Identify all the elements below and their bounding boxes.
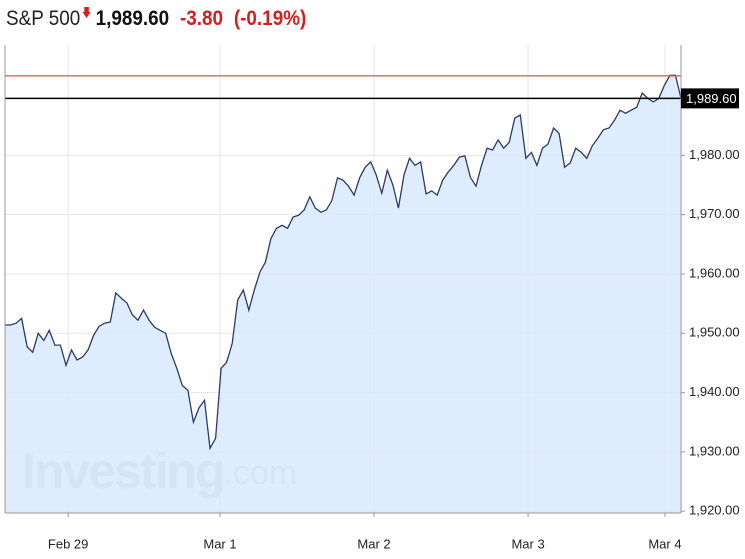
y-tick-label: 1,960.00 [689,265,740,280]
price-line [5,74,682,451]
x-tick-label: Mar 1 [203,536,236,551]
quote-header: S&P 500 1,989.60 -3.80 (-0.19%) [6,6,306,32]
y-tick-label: 1,940.00 [689,384,740,399]
area-fill [5,75,681,514]
y-tick-label: 1,980.00 [689,147,740,162]
change: -3.80 [179,7,224,30]
x-tick-label: Feb 29 [48,536,88,551]
last-price-box [681,88,739,109]
y-tick-label: 1,930.00 [689,443,740,458]
y-tick-label: 1,920.00 [689,503,740,518]
x-tick-label: Mar 2 [357,536,390,551]
x-tick-label: Mar 4 [648,536,681,551]
x-tick-label: Mar 3 [511,536,544,551]
down-arrow [82,7,91,18]
price: 1,989.60 [95,7,170,30]
change-percent: (-0.19%) [233,7,307,30]
last-price-label: 1,989.60 [686,91,737,106]
symbol: S&P 500 [6,7,81,30]
y-tick-label: 1,970.00 [689,206,740,221]
y-tick-label: 1,950.00 [689,325,740,340]
